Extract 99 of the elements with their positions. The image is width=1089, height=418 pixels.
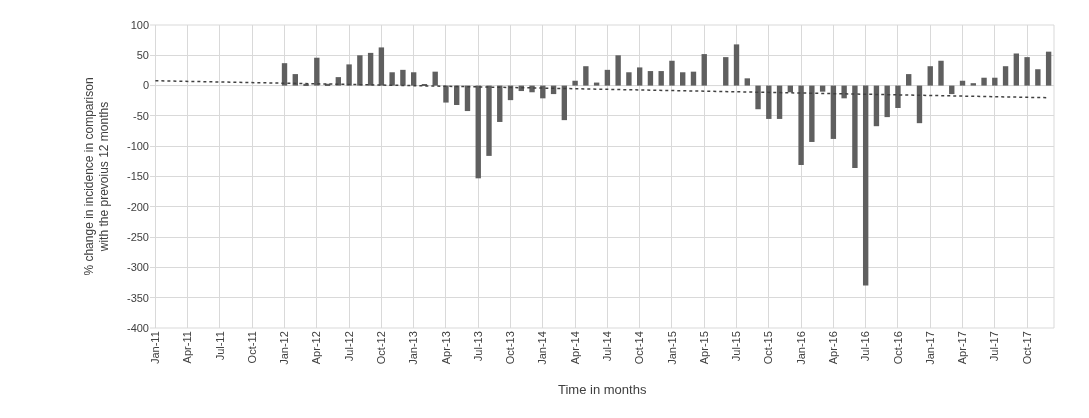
bar (443, 85, 449, 103)
x-tick-label: Oct-12 (374, 331, 387, 365)
bar (314, 57, 320, 86)
bar (992, 77, 998, 86)
x-tick-label: Apr-16 (826, 331, 839, 365)
y-tick-label: 100 (130, 18, 149, 31)
y-tick-label: -350 (126, 291, 149, 304)
x-tick-label: Oct-14 (633, 331, 646, 365)
x-tick-label: Jul-11 (213, 331, 226, 361)
x-tick-label: Jan-12 (278, 331, 291, 365)
bar (1013, 53, 1020, 86)
x-tick-label: Jul-16 (859, 331, 872, 362)
bar (744, 78, 750, 86)
bar (766, 85, 772, 119)
bar (389, 72, 395, 86)
bar (776, 85, 783, 119)
bar (626, 72, 632, 86)
y-tick-label: -250 (126, 230, 149, 243)
x-tick-label: Apr-12 (310, 331, 323, 365)
y-tick-label: 50 (136, 49, 149, 62)
x-tick-label: Jan-14 (536, 331, 549, 365)
x-tick-label: Oct-11 (245, 331, 258, 364)
bar (755, 85, 761, 110)
x-tick-label: Jul-15 (730, 331, 743, 362)
bar (367, 52, 374, 86)
x-tick-label: Apr-11 (181, 331, 194, 364)
bar (690, 71, 697, 86)
bar (615, 55, 621, 86)
x-tick-label: Jul-14 (600, 331, 613, 362)
bar (432, 71, 438, 86)
y-axis-title: % change in incidence in comparison with the prevoius 12 months (81, 77, 112, 276)
bar (830, 85, 837, 139)
bar (1024, 57, 1030, 86)
bar (970, 83, 976, 86)
bar (292, 74, 298, 86)
bar (841, 85, 847, 99)
x-tick-label: Apr-17 (956, 331, 969, 365)
bar (701, 54, 707, 86)
bar (873, 85, 880, 127)
bar (604, 69, 611, 86)
bar (906, 74, 912, 86)
bar (378, 47, 385, 86)
x-tick-label: Jan-16 (794, 331, 807, 365)
bar (497, 85, 503, 122)
bar (583, 66, 589, 86)
x-tick-label: Apr-14 (568, 331, 581, 365)
bar (1002, 66, 1009, 86)
bar (357, 55, 363, 86)
y-tick-label: 0 (142, 79, 149, 92)
bar (572, 80, 578, 86)
bar (733, 44, 740, 86)
x-axis-title: Time in months (558, 382, 647, 397)
x-tick-label: Jan-15 (665, 331, 678, 365)
bar (927, 66, 933, 86)
bar (475, 85, 481, 179)
x-tick-label: Apr-15 (697, 331, 710, 365)
bar (938, 60, 944, 86)
bar (1035, 69, 1041, 86)
y-tick-label: -200 (126, 200, 149, 213)
bar (819, 85, 826, 92)
y-tick-label: -400 (126, 321, 149, 334)
x-tick-label: Jul-17 (988, 331, 1001, 362)
y-tick-label: -300 (126, 261, 149, 274)
bar (1045, 51, 1052, 86)
bar (593, 82, 600, 86)
x-tick-label: Oct-16 (891, 331, 904, 365)
x-tick-label: Apr-13 (439, 331, 452, 365)
x-tick-label: Jul-12 (342, 331, 355, 362)
bar (669, 60, 675, 86)
bar (895, 85, 901, 109)
bar (346, 64, 352, 86)
bar (410, 72, 417, 86)
bar (647, 71, 654, 86)
bar (658, 71, 664, 86)
x-tick-label: Oct-17 (1020, 331, 1033, 365)
bar (303, 83, 309, 86)
x-tick-label: Jan-13 (407, 331, 420, 365)
bar (852, 85, 858, 169)
x-tick-label: Jul-13 (471, 331, 484, 362)
y-tick-label: -100 (126, 140, 149, 153)
bar (862, 85, 869, 286)
bar (636, 67, 643, 86)
bar (540, 85, 546, 99)
bar (798, 85, 804, 165)
x-tick-label: Jan-11 (148, 331, 161, 365)
bar (281, 63, 288, 86)
bar (561, 85, 568, 121)
x-tick-label: Oct-15 (762, 331, 775, 365)
bar (486, 85, 492, 156)
y-tick-label: -50 (133, 109, 149, 122)
x-tick-label: Oct-13 (504, 331, 517, 365)
bar (809, 85, 815, 142)
bar (680, 72, 686, 86)
bar (981, 77, 987, 86)
bar (723, 57, 729, 86)
bar (959, 80, 966, 86)
y-tick-label: -150 (126, 170, 149, 183)
bar (400, 69, 406, 86)
x-tick-label: Jan-17 (923, 331, 936, 365)
